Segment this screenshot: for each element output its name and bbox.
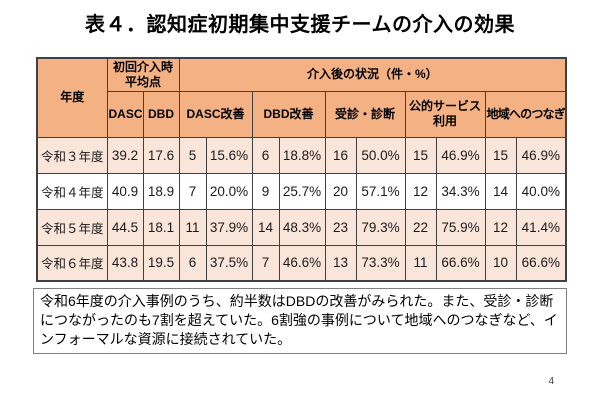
- table-cell: 20.0%: [205, 172, 253, 210]
- table-cell: 20: [324, 172, 357, 210]
- table-row: 令和６年度 43.8 19.5 6 37.5% 7 46.6% 13 73.3%…: [36, 244, 567, 282]
- table-cell: 13: [324, 244, 357, 282]
- col-header-dbd: DBD: [142, 90, 180, 138]
- row-label: 令和３年度: [36, 136, 108, 174]
- summary-note: 令和6年度の介入事例のうち、約半数はDBDの改善がみられた。また、受診・診断につ…: [33, 288, 567, 354]
- table-cell: 10: [484, 244, 517, 282]
- table-cell: 79.3%: [355, 208, 406, 246]
- table-cell: 22: [404, 208, 437, 246]
- header-row-sub: DASC DBD DASC改善 DBD改善 受診・診断 公的サービス 利用 地域…: [37, 90, 567, 138]
- col-header-dasc-improvement: DASC改善: [178, 90, 253, 138]
- table-cell: 25.7%: [278, 172, 326, 210]
- table-cell: 46.9%: [435, 136, 486, 174]
- table-cell: 40.0%: [515, 172, 567, 210]
- table-cell: 6: [251, 136, 280, 174]
- table-cell: 15.6%: [205, 136, 253, 174]
- table-cell: 34.3%: [435, 172, 486, 210]
- table-cell: 5: [178, 136, 207, 174]
- table-cell: 14: [484, 172, 517, 210]
- table-cell: 18.8%: [278, 136, 326, 174]
- table-cell: 11: [404, 244, 437, 282]
- table-row: 令和５年度 44.5 18.1 11 37.9% 14 48.3% 23 79.…: [36, 208, 567, 246]
- col-header-community-connection: 地域へのつなぎ: [484, 90, 567, 138]
- table-cell: 50.0%: [355, 136, 406, 174]
- table-row: 令和３年度 39.2 17.6 5 15.6% 6 18.8% 16 50.0%…: [36, 136, 567, 174]
- table-cell: 75.9%: [435, 208, 486, 246]
- table-cell: 17.6: [142, 136, 180, 174]
- page-title: 表４．認知症初期集中支援チームの介入の効果: [85, 14, 515, 36]
- table-cell: 6: [178, 244, 207, 282]
- col-header-after-intervention: 介入後の状況（件・%）: [178, 57, 567, 92]
- page-number: 4: [548, 376, 554, 387]
- table-cell: 16: [324, 136, 357, 174]
- effects-table: 年度 初回介入時 平均点 介入後の状況（件・%） DASC DBD DASC改善…: [36, 57, 568, 282]
- table-cell: 23: [324, 208, 357, 246]
- table-cell: 41.4%: [515, 208, 567, 246]
- table-cell: 14: [251, 208, 280, 246]
- col-header-first-intervention-avg: 初回介入時 平均点: [106, 57, 180, 92]
- table-cell: 12: [484, 208, 517, 246]
- table-cell: 73.3%: [355, 244, 406, 282]
- row-label: 令和６年度: [36, 244, 108, 282]
- table-cell: 39.2: [106, 136, 144, 174]
- header-row-top: 年度 初回介入時 平均点 介入後の状況（件・%）: [36, 57, 567, 138]
- table-cell: 7: [178, 172, 207, 210]
- table-cell: 12: [404, 172, 437, 210]
- table-cell: 44.5: [106, 208, 144, 246]
- table-cell: 15: [484, 136, 517, 174]
- table-cell: 37.9%: [205, 208, 253, 246]
- table-cell: 15: [404, 136, 437, 174]
- table-cell: 66.6%: [515, 244, 567, 282]
- col-header-consultation-diagnosis: 受診・診断: [324, 90, 406, 138]
- table-cell: 9: [251, 172, 280, 210]
- table-cell: 43.8: [106, 244, 144, 282]
- table-cell: 57.1%: [355, 172, 406, 210]
- table-cell: 18.9: [142, 172, 180, 210]
- table-cell: 19.5: [142, 244, 180, 282]
- table-cell: 66.6%: [435, 244, 486, 282]
- table-cell: 7: [251, 244, 280, 282]
- col-header-dasc: DASC: [106, 90, 144, 138]
- table-cell: 48.3%: [278, 208, 326, 246]
- col-header-public-service-use: 公的サービス 利用: [404, 90, 486, 138]
- col-header-year: 年度: [36, 57, 108, 138]
- table-cell: 18.1: [142, 208, 180, 246]
- table-cell: 46.9%: [515, 136, 567, 174]
- col-header-dbd-improvement: DBD改善: [251, 90, 326, 138]
- row-label: 令和５年度: [36, 208, 108, 246]
- row-label: 令和４年度: [36, 172, 108, 210]
- table-cell: 40.9: [106, 172, 144, 210]
- table-cell: 37.5%: [205, 244, 253, 282]
- table-cell: 11: [178, 208, 207, 246]
- table-row: 令和４年度 40.9 18.9 7 20.0% 9 25.7% 20 57.1%…: [36, 172, 567, 210]
- table-cell: 46.6%: [278, 244, 326, 282]
